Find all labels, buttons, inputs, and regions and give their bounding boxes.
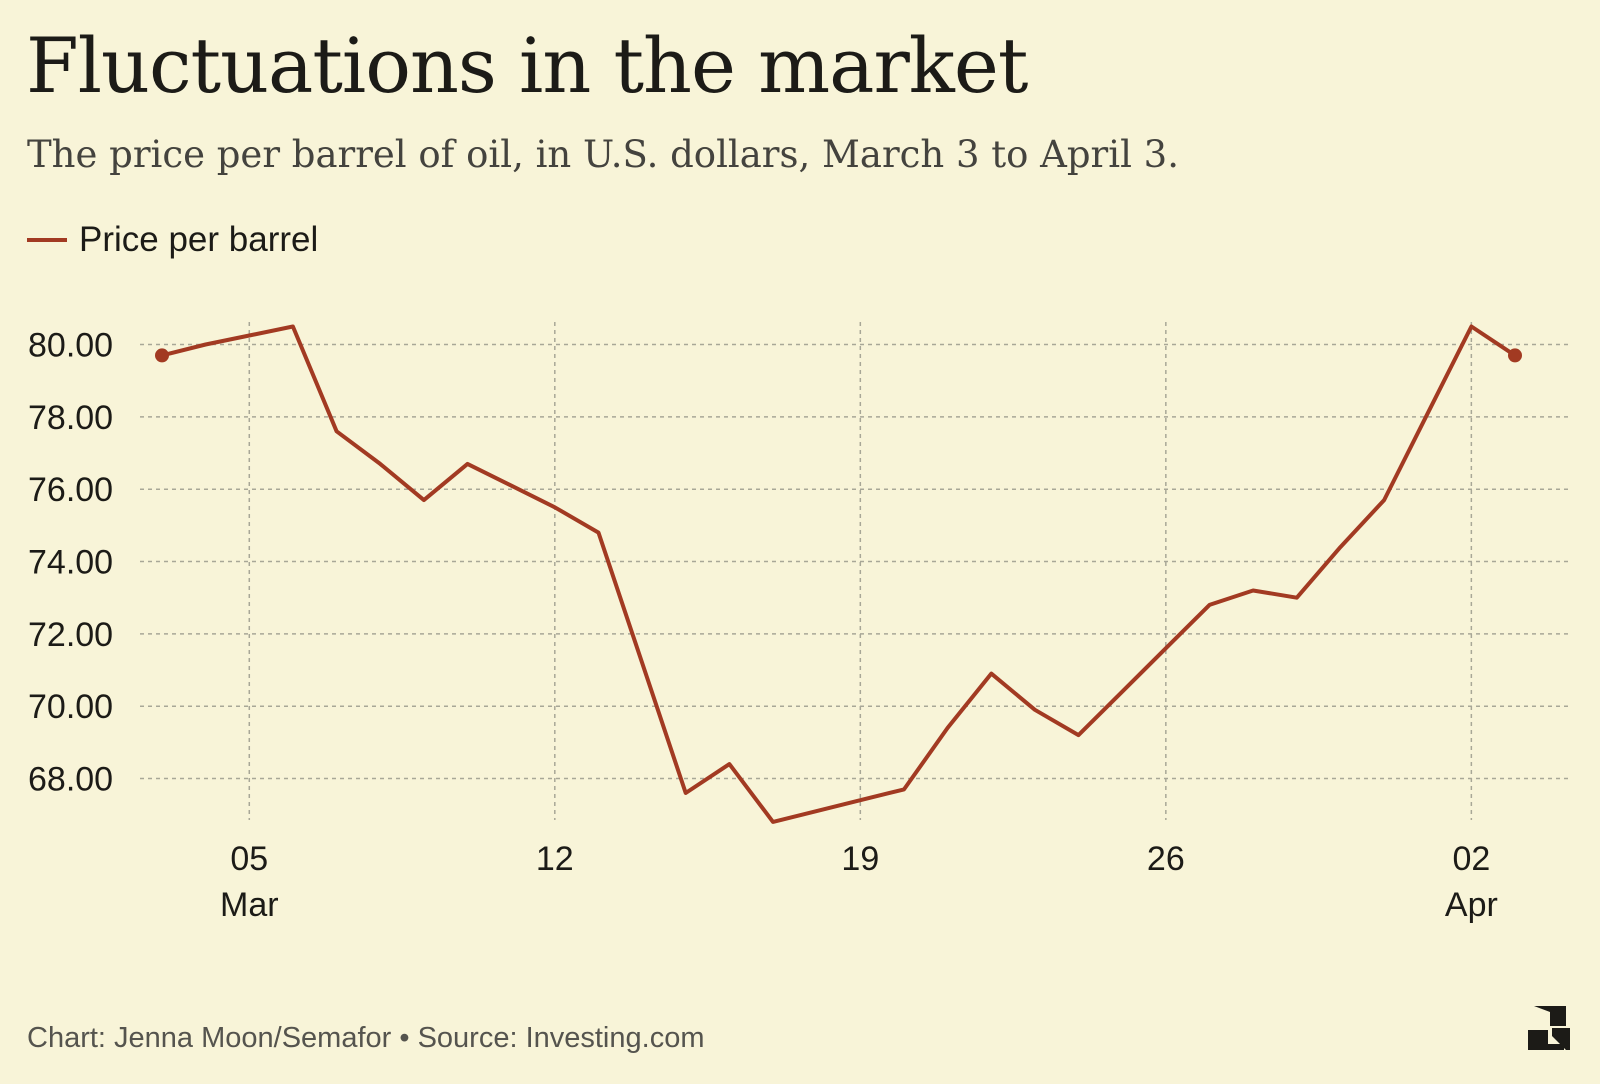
x-tick-label: 05 xyxy=(230,840,268,878)
price-series-line xyxy=(160,324,1517,824)
legend-label: Price per barrel xyxy=(79,220,319,259)
legend: Price per barrel xyxy=(27,220,318,260)
x-tick-label: 26 xyxy=(1147,840,1185,878)
chart-subtitle: The price per barrel of oil, in U.S. dol… xyxy=(27,133,1179,176)
endpoint-marker xyxy=(1508,348,1522,363)
semafor-logo-icon xyxy=(1528,1006,1570,1050)
x-tick-month-label: Mar xyxy=(220,886,279,924)
chart-credit: Chart: Jenna Moon/Semafor • Source: Inve… xyxy=(27,1022,705,1054)
x-tick-label: 19 xyxy=(841,840,879,878)
y-tick-label: 78.00 xyxy=(28,399,113,437)
line-chart: 68.00 70.00 72.00 74.00 76.00 78.00 80.00 05 Mar… xyxy=(28,322,1570,924)
x-tick-label: 12 xyxy=(536,840,574,878)
x-tick-label: 02 xyxy=(1452,840,1490,878)
legend-swatch xyxy=(27,238,67,242)
y-tick-label: 74.00 xyxy=(28,544,113,582)
y-tick-label: 72.00 xyxy=(28,616,113,654)
chart-title: Fluctuations in the market xyxy=(26,21,1028,110)
y-tick-label: 68.00 xyxy=(28,761,113,799)
x-tick-month-label: Apr xyxy=(1445,886,1498,924)
y-tick-label: 80.00 xyxy=(28,327,113,365)
y-tick-label: 70.00 xyxy=(28,688,113,726)
y-tick-label: 76.00 xyxy=(28,471,113,509)
endpoint-marker xyxy=(155,348,169,363)
